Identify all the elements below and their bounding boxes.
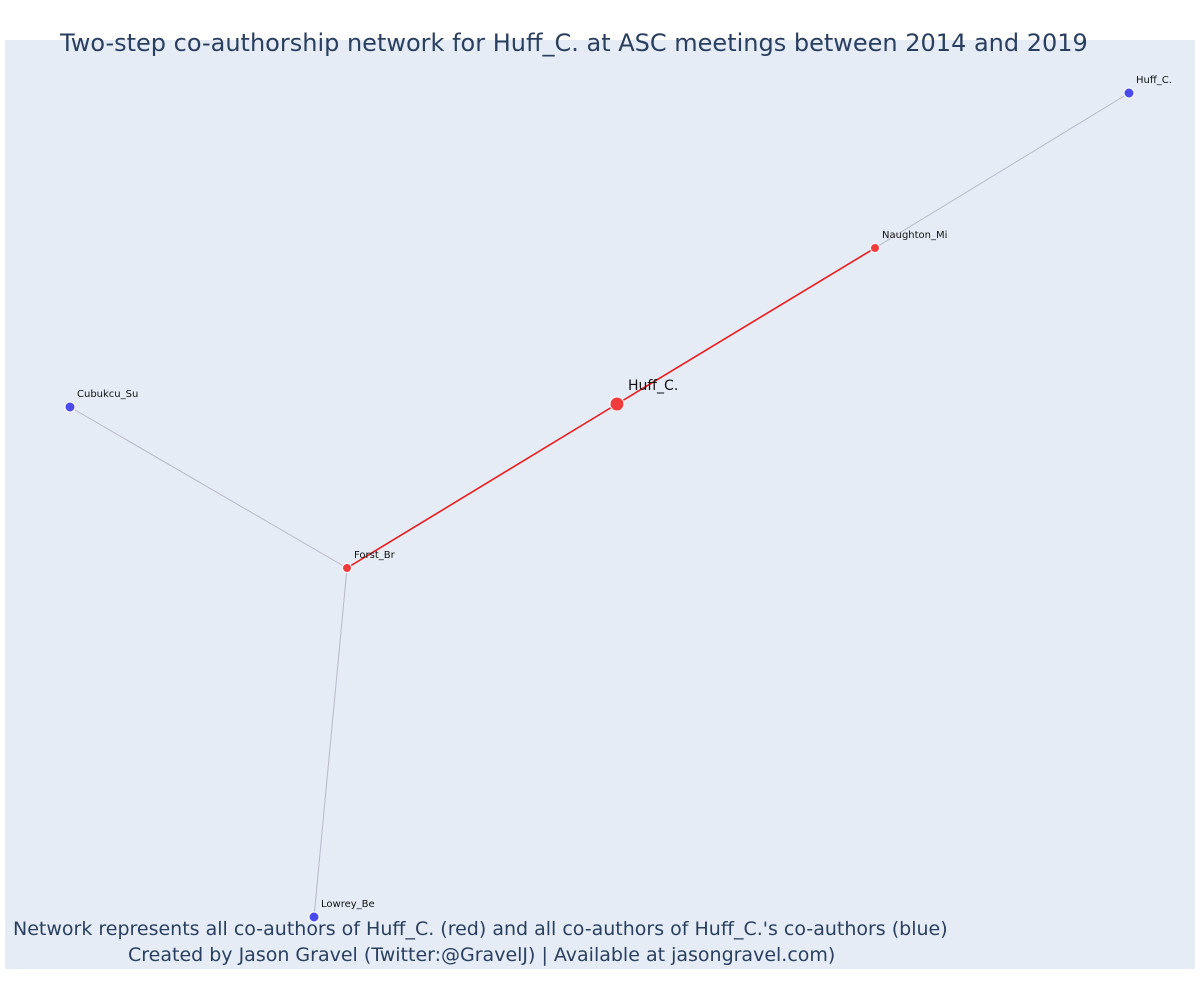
plot-background (5, 40, 1195, 969)
edge-forst-cubukcu (69, 406, 348, 569)
node-label-lowrey: Lowrey_Be (321, 899, 375, 910)
network-plot: Huff_C. Naughton_Mi Forst_Br Huff_C. Cubukcu… (5, 40, 1195, 969)
caption-line-1: Network represents all co-authors of Huf… (13, 918, 948, 940)
node-cubukcu[interactable] (64, 401, 76, 413)
edges-layer (69, 92, 1130, 918)
node-label-focal: Huff_C. (628, 378, 678, 394)
node-focal[interactable] (609, 396, 625, 412)
edge-forst-lowrey (313, 567, 348, 918)
edge-focal-naughton (616, 247, 876, 405)
node-huffc2[interactable] (1123, 87, 1135, 99)
node-label-huffc2: Huff_C. (1136, 75, 1172, 86)
node-naughton[interactable] (870, 243, 880, 253)
chart-title: Two-step co-authorship network for Huff_… (60, 29, 1088, 57)
node-label-naughton: Naughton_Mi (882, 230, 947, 241)
edge-naughton-huffc2 (874, 92, 1130, 249)
caption-line-2: Created by Jason Gravel (Twitter:@Gravel… (128, 944, 836, 966)
nodes-layer (64, 87, 1135, 923)
node-lowrey[interactable] (308, 911, 320, 923)
edge-focal-forst (346, 403, 618, 569)
node-label-forst: Forst_Br (354, 550, 396, 561)
node-label-cubukcu: Cubukcu_Su (77, 389, 138, 400)
labels-layer: Huff_C. Naughton_Mi Forst_Br Huff_C. Cubukcu… (77, 75, 1172, 910)
node-forst[interactable] (342, 563, 352, 573)
